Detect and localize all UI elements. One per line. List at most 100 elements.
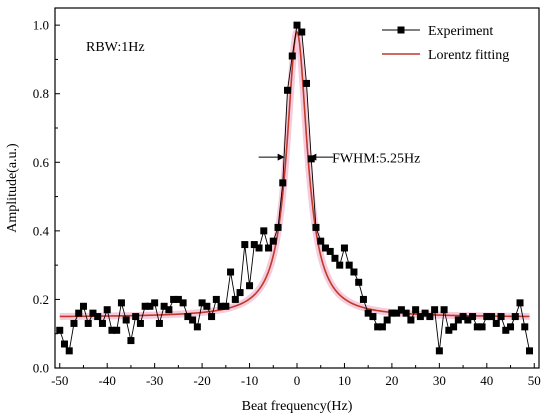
- experiment-point: [454, 316, 462, 324]
- experiment-point: [516, 299, 524, 307]
- experiment-point: [483, 313, 491, 321]
- experiment-point: [345, 261, 353, 269]
- legend-fit-label: Lorentz fitting: [428, 48, 509, 63]
- experiment-point: [160, 302, 168, 310]
- experiment-point: [340, 244, 348, 252]
- experiment-point: [388, 309, 396, 317]
- experiment-point: [227, 268, 235, 276]
- experiment-point: [298, 28, 306, 36]
- experiment-point: [65, 347, 73, 355]
- experiment-point: [445, 326, 453, 334]
- y-tick-label: 0.8: [33, 86, 49, 101]
- experiment-point: [416, 313, 424, 321]
- experiment-point: [222, 302, 230, 310]
- legend-experiment-label: Experiment: [428, 24, 493, 39]
- experiment-layer: [56, 21, 534, 355]
- experiment-point: [435, 347, 443, 355]
- experiment-point: [265, 244, 273, 252]
- experiment-point: [122, 316, 130, 324]
- experiment-point: [103, 306, 111, 314]
- experiment-point: [378, 323, 386, 331]
- experiment-point: [302, 79, 310, 87]
- x-axis-title: Beat frequency(Hz): [242, 399, 353, 414]
- experiment-point: [75, 309, 83, 317]
- experiment-point: [359, 295, 367, 303]
- experiment-point: [431, 306, 439, 314]
- experiment-point: [402, 309, 410, 317]
- experiment-point: [208, 313, 216, 321]
- x-tick-label: 40: [480, 373, 493, 388]
- experiment-point: [203, 302, 211, 310]
- experiment-point: [459, 313, 467, 321]
- y-tick-label: 0.4: [33, 223, 50, 238]
- legend-experiment-marker: [397, 26, 405, 34]
- experiment-point: [369, 313, 377, 321]
- experiment-point: [407, 316, 415, 324]
- experiment-point: [507, 323, 515, 331]
- experiment-point: [231, 295, 239, 303]
- fwhm-right-arrowhead: [309, 153, 317, 161]
- experiment-point: [526, 347, 534, 355]
- experiment-point: [326, 247, 334, 255]
- experiment-point: [307, 155, 315, 163]
- experiment-point: [317, 237, 325, 245]
- experiment-point: [136, 319, 144, 327]
- experiment-point: [155, 319, 163, 327]
- experiment-point: [383, 316, 391, 324]
- x-tick-label: 30: [433, 373, 446, 388]
- fwhm-arrows: [258, 153, 334, 161]
- fit-curve-glow: [57, 28, 533, 320]
- experiment-point: [141, 302, 149, 310]
- experiment-point: [146, 302, 154, 310]
- experiment-point: [184, 313, 192, 321]
- x-tick-label: -40: [99, 373, 116, 388]
- experiment-point: [174, 295, 182, 303]
- experiment-point: [336, 261, 344, 269]
- experiment-point: [246, 282, 254, 290]
- experiment-point: [478, 323, 486, 331]
- experiment-point: [450, 323, 458, 331]
- experiment-point: [60, 340, 68, 348]
- experiment-point: [440, 306, 448, 314]
- fwhm-annotation: FWHM:5.25Hz: [332, 151, 420, 166]
- experiment-point: [364, 309, 372, 317]
- experiment-point: [421, 309, 429, 317]
- experiment-point: [374, 323, 382, 331]
- y-axis-title: Amplitude(a.u.): [5, 143, 20, 233]
- experiment-point: [189, 316, 197, 324]
- x-tick-label: -50: [51, 373, 68, 388]
- experiment-point: [260, 227, 268, 235]
- experiment-point: [94, 313, 102, 321]
- fit-layer: [57, 28, 533, 320]
- experiment-point: [241, 241, 249, 249]
- experiment-point: [217, 302, 225, 310]
- experiment-point: [84, 319, 92, 327]
- experiment-point: [469, 313, 477, 321]
- experiment-point: [89, 309, 97, 317]
- experiment-point: [521, 323, 529, 331]
- x-tick-label: 50: [528, 373, 541, 388]
- y-tick-label: 1.0: [33, 18, 49, 33]
- experiment-point: [98, 319, 106, 327]
- y-tick-label: 0.2: [33, 292, 49, 307]
- experiment-point: [293, 21, 301, 29]
- experiment-point: [151, 299, 159, 307]
- experiment-point: [288, 52, 296, 60]
- y-tick-label: 0.6: [33, 155, 50, 170]
- experiment-point: [165, 306, 173, 314]
- experiment-point: [412, 306, 420, 314]
- legend: Experiment Lorentz fitting: [382, 24, 509, 63]
- experiment-point: [127, 337, 135, 345]
- experiment-point: [212, 295, 220, 303]
- fwhm-left-arrowhead: [277, 153, 285, 161]
- experiment-point: [113, 326, 121, 334]
- experiment-point: [473, 323, 481, 331]
- x-tick-label: -30: [146, 373, 163, 388]
- experiment-point: [250, 241, 258, 249]
- ticks-layer: -50 -40 -30 -20 -10 0 10 20 30 40 50 0.0 0.2 0.4 0.6 0.…: [33, 18, 541, 388]
- x-tick-label: 20: [385, 373, 398, 388]
- experiment-point: [269, 237, 277, 245]
- x-tick-label: -20: [193, 373, 210, 388]
- x-tick-label: -10: [241, 373, 258, 388]
